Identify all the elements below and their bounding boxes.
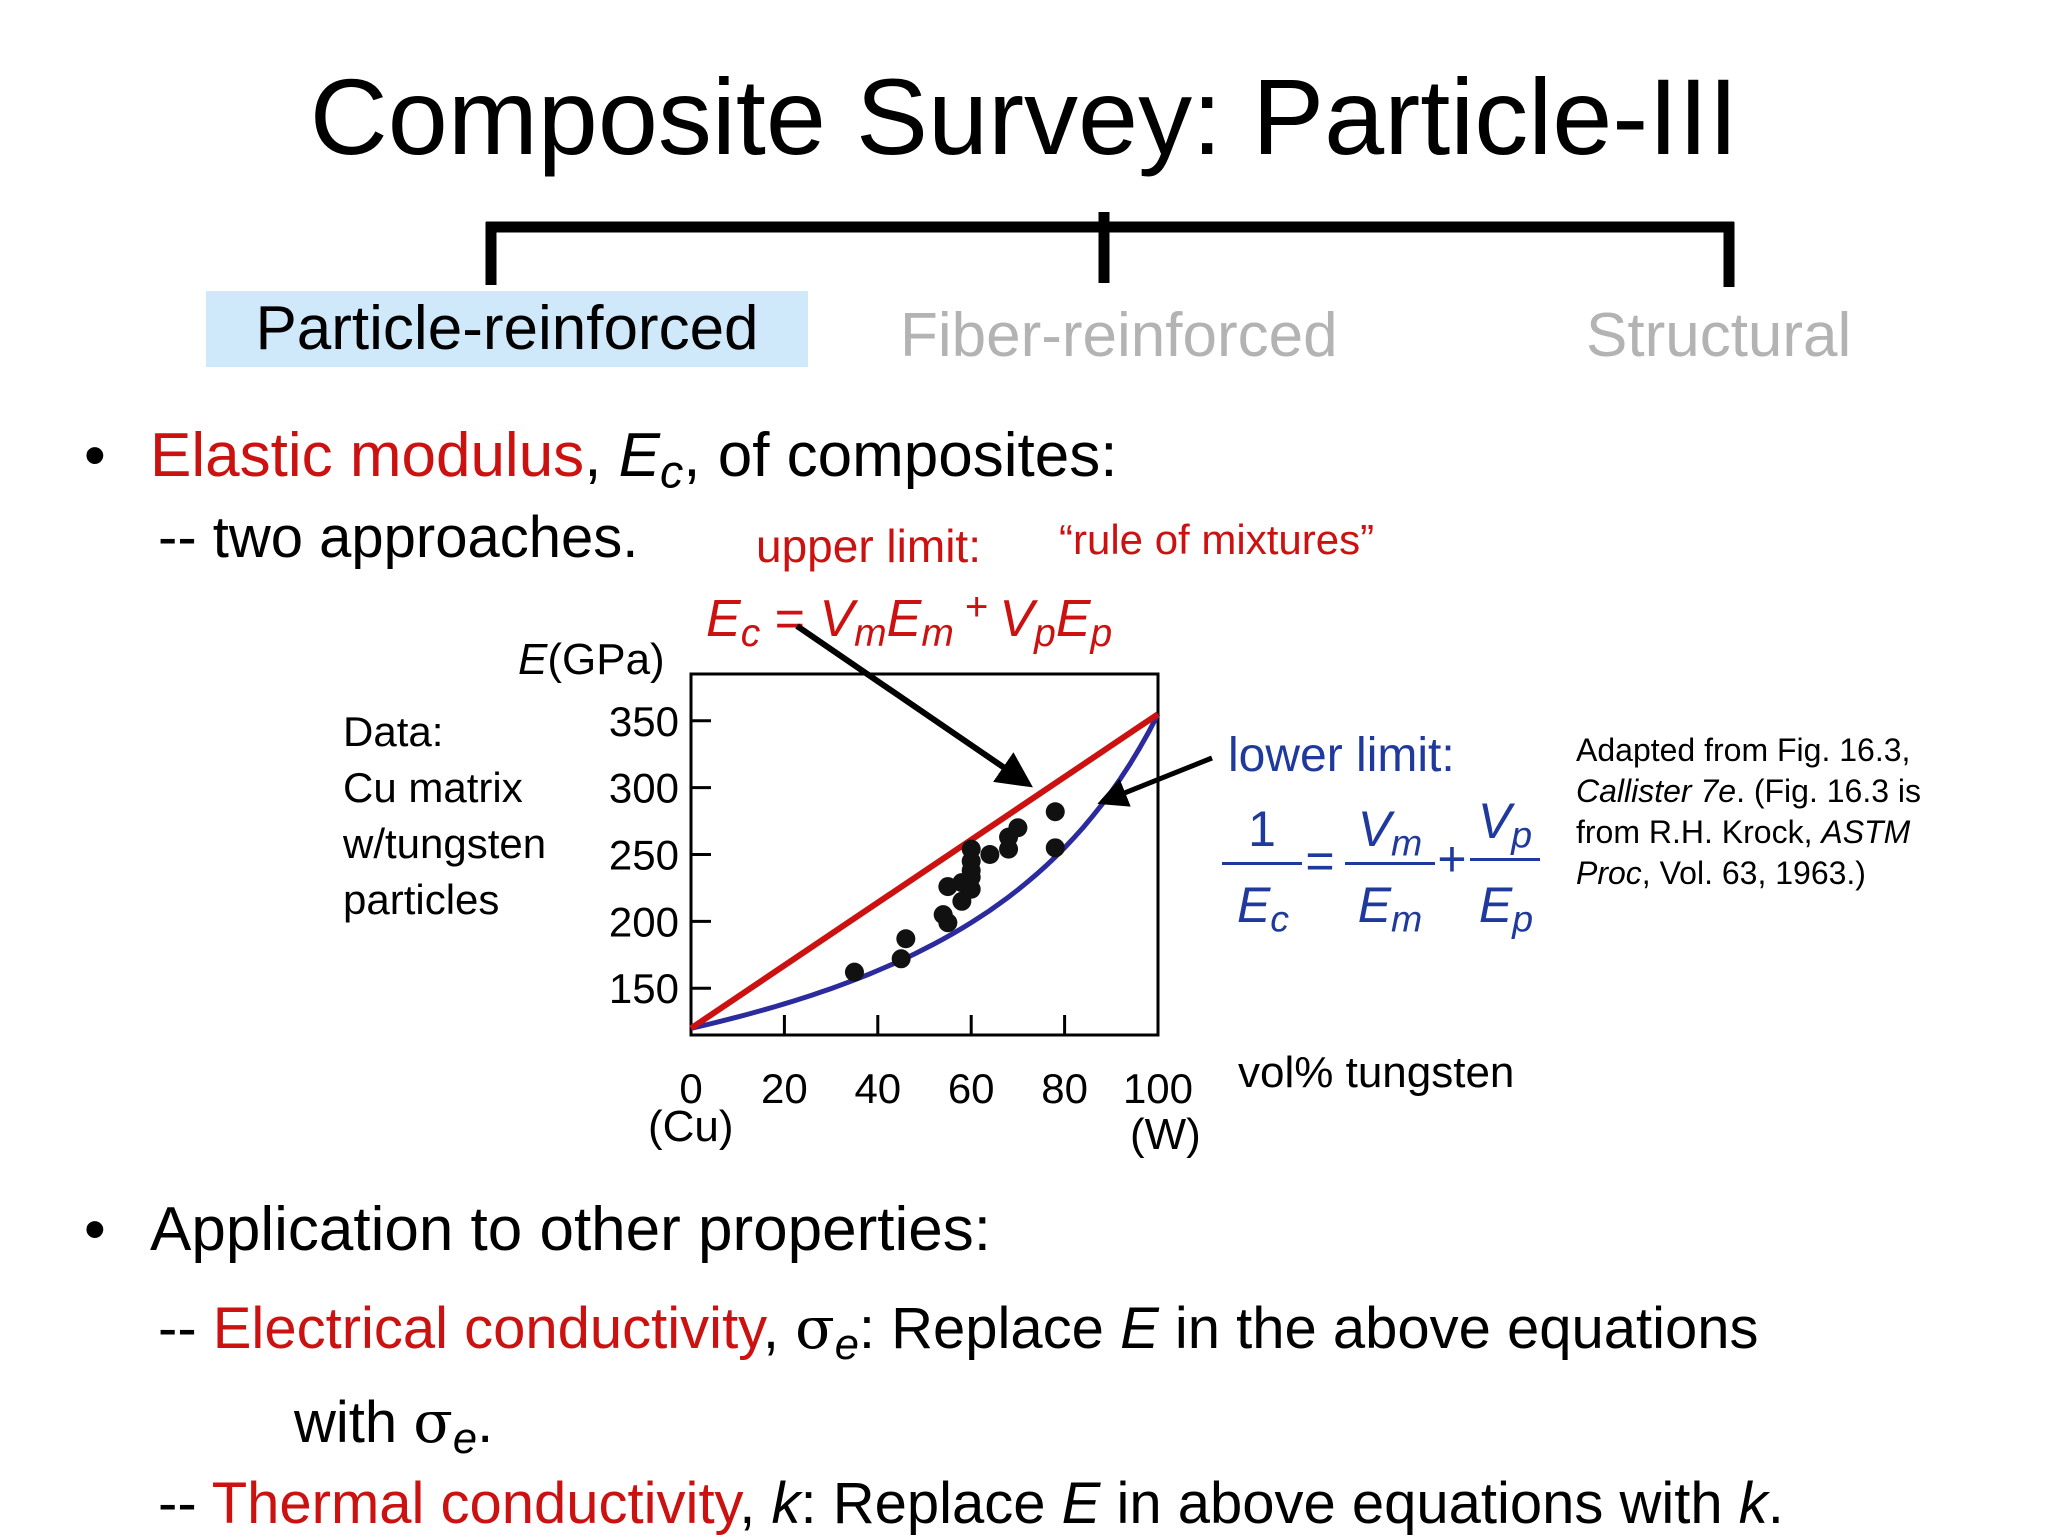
upper-limit-label: upper limit: [756, 520, 981, 572]
rule-of-mixtures-label: “rule of mixtures” [1059, 516, 1375, 563]
thermal-conductivity-line: -- Thermal conductivity, k: Replace E in… [158, 1471, 1784, 1536]
two-approaches-line: -- two approaches. [158, 505, 639, 570]
data-point [1045, 802, 1065, 822]
bullet-dot: • [84, 421, 106, 490]
electrical-conductivity-term: Electrical conductivity [212, 1296, 763, 1361]
y-tick-label: 300 [609, 765, 679, 812]
upper-limit-equation: Ec = VmEm + VpEp [706, 585, 1113, 655]
lower-limit-label: lower limit: [1228, 729, 1455, 782]
data-point [980, 845, 1000, 864]
data-point [896, 929, 916, 949]
x-tick-label: 0 [679, 1065, 702, 1112]
y-tick-label: 350 [609, 698, 679, 745]
tab-structural[interactable]: Structural [1586, 301, 1852, 370]
data-point [891, 949, 911, 969]
data-note: Data: Cu matrix w/tungsten particles [343, 708, 547, 923]
x-tick-label: 80 [1041, 1065, 1088, 1112]
y-tick-label: 150 [609, 965, 679, 1012]
x-tick-label: 20 [761, 1065, 808, 1112]
data-point [1045, 838, 1065, 858]
ec-symbol: Ec [618, 421, 684, 498]
x-tick-label: 40 [854, 1065, 901, 1112]
figure-citation: Adapted from Fig. 16.3, Callister 7e. (F… [1576, 732, 1922, 891]
y-tick-label: 200 [609, 898, 679, 945]
upper-limit-line [689, 711, 1160, 1031]
x-axis-label: vol% tungsten [1238, 1048, 1515, 1097]
tab-particle-reinforced[interactable]: Particle-reinforced [206, 291, 808, 367]
electrical-conductivity-continuation: with σe. [294, 1388, 494, 1463]
data-point [938, 913, 958, 933]
data-point [961, 839, 981, 859]
data-point [1008, 818, 1028, 838]
x-axis-cu-label: (Cu) [648, 1102, 734, 1151]
lower-limit-curve [690, 712, 1161, 1031]
page-title: Composite Survey: Particle-III [309, 56, 1739, 177]
bullet-application: Application to other properties: [150, 1195, 991, 1264]
x-tick-label: 60 [948, 1065, 995, 1112]
category-tree-bracket [485, 212, 1735, 287]
bullet-dot: • [84, 1195, 106, 1264]
elastic-modulus-term: Elastic modulus [150, 421, 585, 490]
tab-fiber-reinforced[interactable]: Fiber-reinforced [900, 301, 1338, 370]
x-axis-w-label: (W) [1130, 1110, 1201, 1159]
bullet-elastic-modulus: Elastic modulus, Ec, of composites: [150, 421, 1118, 498]
y-axis-label: E(GPa) [518, 635, 665, 684]
y-tick-label: 250 [609, 832, 679, 879]
thermal-conductivity-term: Thermal conductivity [211, 1471, 740, 1536]
x-tick-label: 100 [1123, 1065, 1193, 1112]
electrical-conductivity-line: -- Electrical conductivity, σe: Replace … [158, 1294, 1759, 1369]
data-point [961, 879, 981, 899]
data-point [844, 962, 864, 982]
